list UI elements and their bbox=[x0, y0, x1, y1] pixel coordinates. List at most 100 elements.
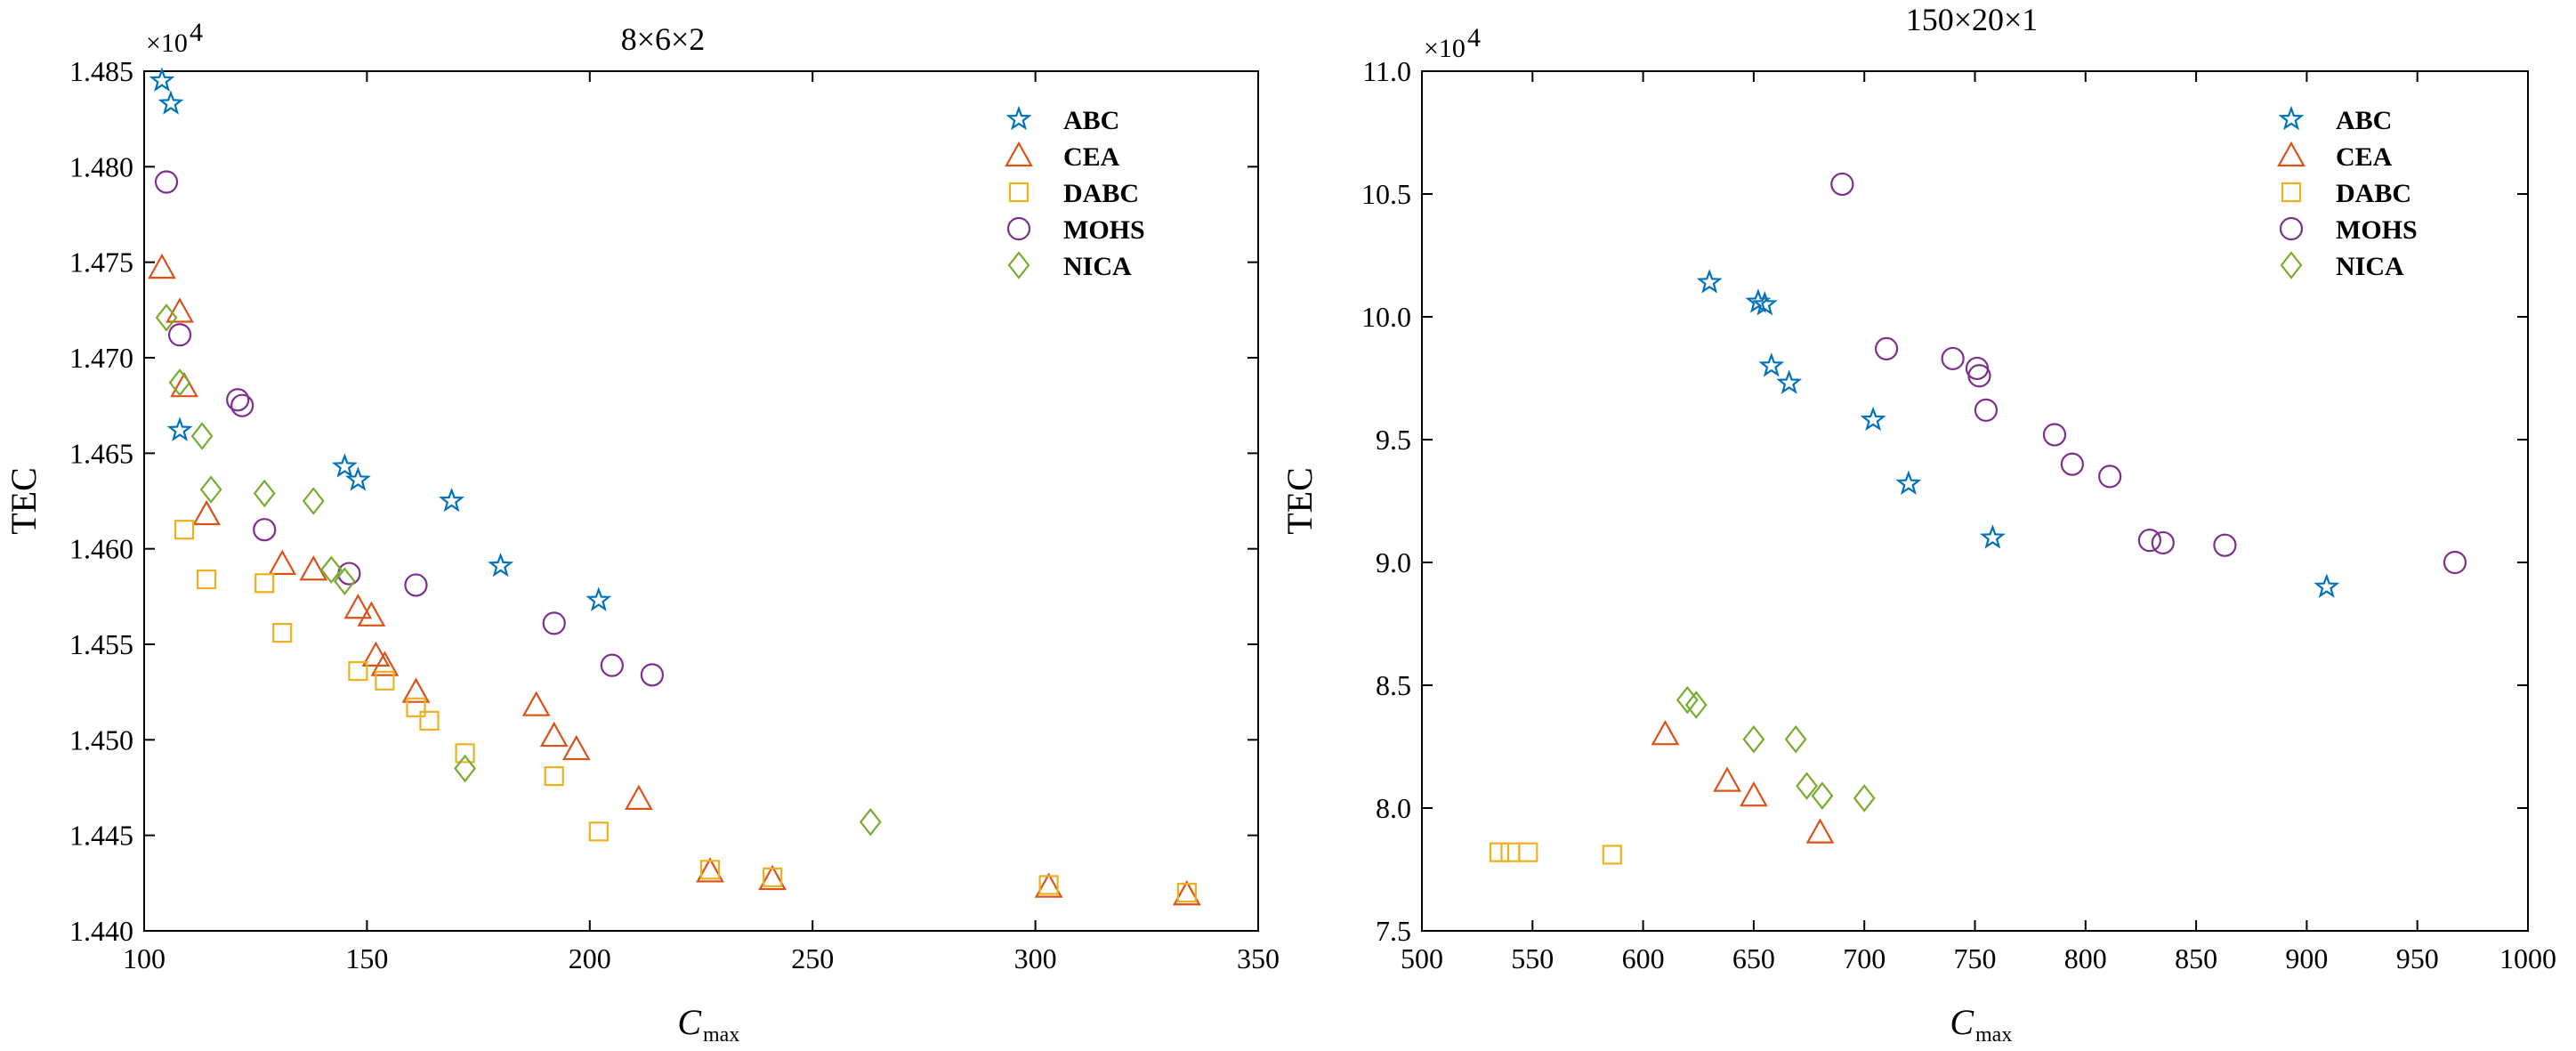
point-mohs bbox=[1965, 356, 1990, 381]
point-nica bbox=[302, 487, 325, 515]
point-mohs bbox=[1941, 346, 1965, 371]
point-nica bbox=[1811, 781, 1834, 810]
point-mohs bbox=[230, 393, 254, 417]
point-cea bbox=[361, 641, 391, 667]
legend-label-nica: NICA bbox=[2336, 252, 2404, 281]
point-abc bbox=[439, 487, 465, 513]
point-dabc bbox=[254, 573, 275, 594]
point-nica bbox=[253, 479, 276, 508]
y-tick-label: 9.0 bbox=[1376, 546, 1411, 578]
point-nica bbox=[454, 754, 476, 783]
chart-150x20x1: 150×20×1 TEC C max ×10 4 500 550 600 650 700… bbox=[1280, 2, 2556, 1047]
y-tick-label: 1.450 bbox=[69, 724, 133, 756]
y-tick-label: 1.485 bbox=[69, 55, 133, 87]
plot-area-frame bbox=[143, 70, 1259, 932]
chart-title: 150×20×1 bbox=[1906, 2, 2039, 37]
point-abc bbox=[331, 453, 358, 478]
legend: ABC CEA DABC MOHS NICA bbox=[2277, 105, 2418, 281]
legend-marker-nica bbox=[1007, 251, 1030, 279]
point-abc bbox=[1758, 352, 1785, 377]
point-dabc bbox=[1500, 842, 1521, 862]
x-axis-label: C bbox=[677, 1002, 702, 1042]
y-axis-label: TEC bbox=[1280, 467, 1320, 535]
point-dabc bbox=[588, 821, 609, 842]
point-mohs bbox=[1830, 172, 1854, 197]
y-tick-label: 11.0 bbox=[1362, 55, 1411, 87]
y-tick-label: 1.470 bbox=[69, 342, 133, 374]
legend-label-dabc: DABC bbox=[2336, 179, 2411, 208]
y-axis-label: TEC bbox=[4, 467, 44, 535]
point-nica bbox=[155, 303, 178, 332]
point-dabc bbox=[1176, 882, 1197, 903]
point-abc bbox=[345, 466, 371, 491]
x-tick-label: 700 bbox=[1843, 942, 1886, 974]
chart-title: 8×6×2 bbox=[621, 21, 706, 57]
x-axis-label-subscript: max bbox=[1975, 1023, 2012, 1047]
y-tick-label: 8.0 bbox=[1376, 792, 1411, 824]
data-marks bbox=[1489, 172, 2467, 865]
legend-label-mohs: MOHS bbox=[1063, 215, 1145, 245]
x-tick-label: 100 bbox=[123, 942, 166, 974]
point-mohs bbox=[2151, 530, 2175, 555]
y-tick-label: 1.445 bbox=[69, 820, 133, 852]
point-nica bbox=[168, 368, 191, 397]
y-multiplier-base: ×10 bbox=[1424, 34, 1466, 63]
legend-label-mohs: MOHS bbox=[2336, 215, 2418, 245]
point-mohs bbox=[1874, 336, 1899, 360]
y-tick-label: 10.0 bbox=[1361, 301, 1411, 333]
point-abc bbox=[1776, 369, 1803, 394]
point-abc bbox=[157, 90, 184, 115]
point-mohs bbox=[404, 573, 428, 597]
x-tick-label: 900 bbox=[2285, 942, 2328, 974]
point-dabc bbox=[1489, 842, 1510, 862]
y-tick-label: 10.5 bbox=[1361, 178, 1411, 210]
point-cea bbox=[170, 371, 198, 398]
axis-ticks: 500 550 600 650 700 750 800 850 900 950 1000 7.5 8.0… bbox=[1361, 55, 2556, 974]
legend-marker-cea bbox=[2277, 141, 2305, 167]
y-multiplier: ×10 4 bbox=[1424, 23, 1481, 63]
y-tick-label: 1.465 bbox=[69, 437, 133, 469]
point-mohs bbox=[1974, 398, 1999, 422]
point-mohs bbox=[154, 170, 179, 194]
point-abc bbox=[149, 67, 175, 92]
y-multiplier-exponent: 4 bbox=[190, 18, 203, 47]
point-mohs bbox=[640, 663, 665, 687]
point-cea bbox=[401, 677, 431, 703]
x-tick-label: 850 bbox=[2175, 942, 2217, 974]
y-multiplier: ×10 4 bbox=[146, 18, 203, 58]
point-cea bbox=[521, 691, 551, 716]
point-mohs bbox=[253, 518, 277, 542]
point-mohs bbox=[2060, 452, 2084, 476]
point-dabc bbox=[197, 569, 217, 590]
point-dabc bbox=[272, 623, 293, 643]
point-cea bbox=[539, 721, 569, 748]
point-nica bbox=[190, 422, 214, 450]
point-nica bbox=[1853, 784, 1876, 813]
legend-marker-nica bbox=[2280, 251, 2303, 279]
point-cea bbox=[343, 593, 373, 619]
point-cea bbox=[1805, 818, 1835, 844]
legend-marker-mohs bbox=[2279, 216, 2304, 241]
legend-marker-abc bbox=[2278, 105, 2305, 131]
point-nica bbox=[859, 807, 882, 837]
point-mohs bbox=[1967, 364, 1991, 388]
y-tick-label: 1.455 bbox=[69, 628, 133, 660]
point-cea bbox=[758, 864, 787, 891]
point-abc bbox=[585, 586, 612, 611]
point-cea bbox=[268, 549, 297, 575]
point-abc bbox=[1696, 269, 1723, 294]
point-nica bbox=[1742, 724, 1765, 754]
y-tick-label: 1.480 bbox=[69, 150, 133, 182]
data-marks bbox=[148, 67, 1201, 906]
point-abc bbox=[488, 552, 514, 578]
point-abc bbox=[1860, 406, 1886, 432]
point-cea bbox=[561, 734, 591, 761]
point-cea bbox=[148, 253, 176, 279]
point-dabc bbox=[406, 697, 426, 717]
point-dabc bbox=[419, 710, 440, 731]
point-mohs bbox=[2213, 533, 2237, 557]
x-tick-label: 1000 bbox=[2499, 942, 2556, 974]
x-tick-label: 350 bbox=[1237, 942, 1280, 974]
legend: ABC CEA DABC MOHS NICA bbox=[1005, 105, 1145, 281]
